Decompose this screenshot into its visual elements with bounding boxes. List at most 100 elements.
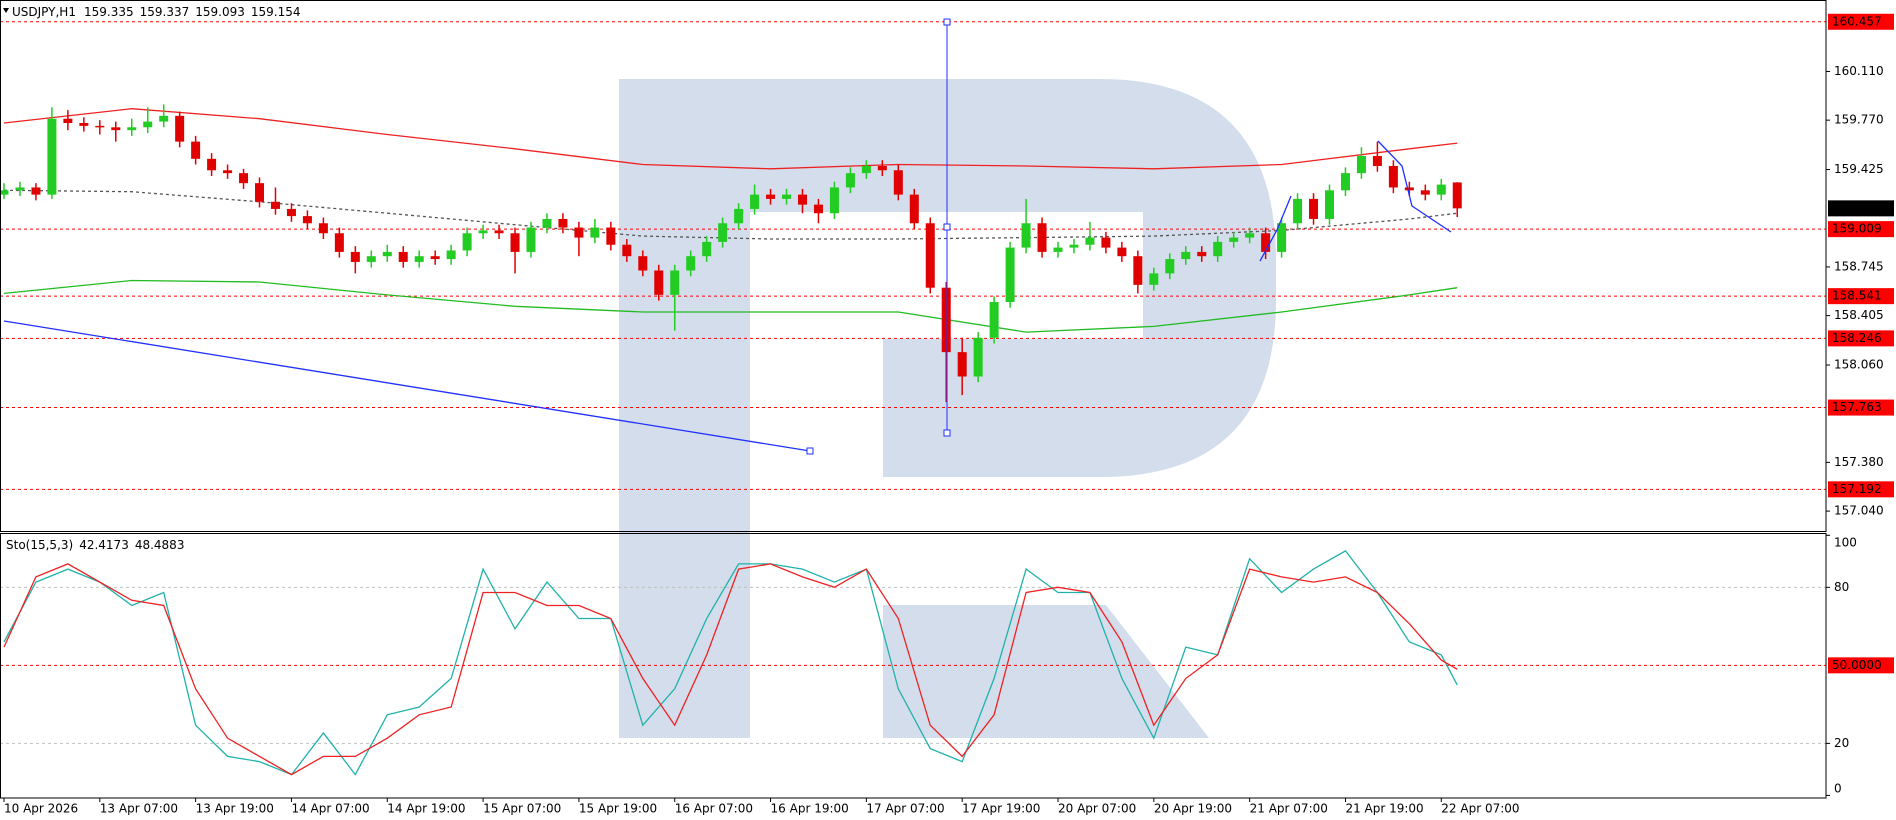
candle-body xyxy=(750,194,760,209)
x-tick-label: 20 Apr 07:00 xyxy=(1058,802,1136,816)
candle-body xyxy=(382,251,392,257)
current-price: 159.154 xyxy=(1832,201,1882,215)
candle-body xyxy=(47,118,57,195)
candle-body xyxy=(1261,233,1271,252)
main-panel-frame xyxy=(0,0,1827,532)
stoch-panel-frame xyxy=(0,533,1827,799)
candle-body xyxy=(558,218,568,228)
candle-body xyxy=(782,194,792,199)
candle-body xyxy=(1085,237,1095,245)
y-tick-label: 100 xyxy=(1834,536,1857,550)
candle-body xyxy=(398,251,408,262)
candle-body xyxy=(734,208,744,224)
candle-body xyxy=(1452,182,1462,209)
candle-body xyxy=(1181,251,1191,260)
x-tick-label: 10 Apr 2026 xyxy=(4,802,78,816)
plot-layer xyxy=(0,21,1826,776)
y-tick-label: 0 xyxy=(1834,782,1842,796)
level-label: 159.009 xyxy=(1832,222,1882,236)
candle-body xyxy=(813,204,823,214)
stoch-line xyxy=(3,563,1458,776)
candle-body xyxy=(702,241,712,257)
y-tick-label: 159.425 xyxy=(1834,162,1884,176)
candle-body xyxy=(462,233,472,251)
candle-body xyxy=(845,173,855,188)
level-label-box xyxy=(1828,330,1894,347)
candle-body xyxy=(861,165,871,174)
candle-body xyxy=(1117,247,1127,257)
candle-body xyxy=(1324,190,1334,219)
object-handle xyxy=(806,447,814,455)
candle-body xyxy=(909,194,919,224)
level-label: 160.457 xyxy=(1832,14,1882,28)
object-handle xyxy=(943,223,951,231)
candle-body xyxy=(766,194,776,199)
low-value: 159.093 xyxy=(195,5,245,19)
candle-body xyxy=(1356,155,1366,174)
x-tick-label: 14 Apr 19:00 xyxy=(387,802,465,816)
level-label: 50.0000 xyxy=(1832,658,1882,672)
stoch-header: Sto(15,5,3) 42.4173 48.4883 xyxy=(6,538,184,552)
candle-body xyxy=(542,218,552,228)
y-tick-label: 157.380 xyxy=(1834,455,1884,469)
candle-body xyxy=(63,118,73,124)
candle-body xyxy=(430,256,440,260)
candle-body xyxy=(270,201,280,209)
level-label-box xyxy=(1828,221,1894,238)
x-tick-label: 21 Apr 19:00 xyxy=(1345,802,1423,816)
candle-body xyxy=(143,121,153,128)
trend-line xyxy=(3,320,811,452)
candle-body xyxy=(1293,198,1303,224)
candle-body xyxy=(1005,247,1015,303)
x-tick-label: 20 Apr 19:00 xyxy=(1154,802,1232,816)
candle-body xyxy=(1053,247,1063,252)
candle-body xyxy=(366,256,376,262)
x-tick-label: 13 Apr 07:00 xyxy=(100,802,178,816)
candle-body xyxy=(1309,198,1319,219)
candle-body xyxy=(893,170,903,195)
candle-body xyxy=(175,115,185,142)
candle-body xyxy=(1037,223,1047,252)
level-label: 157.192 xyxy=(1832,482,1882,496)
candle-body xyxy=(1420,190,1430,195)
high-value: 159.337 xyxy=(140,5,190,19)
candle-body xyxy=(414,256,424,262)
candle-body xyxy=(334,233,344,252)
watermark xyxy=(883,605,1209,738)
candle-body xyxy=(302,216,312,224)
stoch-line xyxy=(3,550,1458,776)
candle-body xyxy=(1165,259,1175,274)
header-arrow xyxy=(3,8,9,13)
candle-body xyxy=(1277,223,1287,252)
candle-body xyxy=(318,223,328,234)
level-label-box xyxy=(1828,657,1894,674)
y-tick-label: 158.405 xyxy=(1834,308,1884,322)
level-label: 157.763 xyxy=(1832,400,1882,414)
candle-body xyxy=(829,187,839,214)
signal-value: 48.4883 xyxy=(135,538,185,552)
candle-body xyxy=(255,183,265,202)
close-value: 159.154 xyxy=(251,5,301,19)
symbol-title: USDJPY,H1 xyxy=(12,5,76,19)
y-tick-label: 158.060 xyxy=(1834,358,1884,372)
candle-body xyxy=(670,270,680,295)
chart-header: USDJPY,H1 159.335 159.337 159.093 159.154 xyxy=(12,5,300,19)
moving-average xyxy=(3,108,1458,170)
y-tick-label: 157.040 xyxy=(1834,504,1884,518)
x-tick-label: 13 Apr 19:00 xyxy=(196,802,274,816)
candle-body xyxy=(239,173,249,184)
candle-body xyxy=(1388,165,1398,188)
candle-body xyxy=(941,287,951,353)
candle-body xyxy=(286,208,296,217)
y-tick-label: 158.745 xyxy=(1834,259,1884,273)
level-label: 158.246 xyxy=(1832,331,1882,345)
candle-body xyxy=(1197,251,1207,257)
y-tick-label: 159.770 xyxy=(1834,113,1884,127)
candle-body xyxy=(1372,155,1382,166)
zigzag xyxy=(1377,140,1452,233)
candle-body xyxy=(989,302,999,338)
level-label-box xyxy=(1828,481,1894,498)
candle-body xyxy=(1069,244,1079,248)
candle-body xyxy=(31,187,41,195)
